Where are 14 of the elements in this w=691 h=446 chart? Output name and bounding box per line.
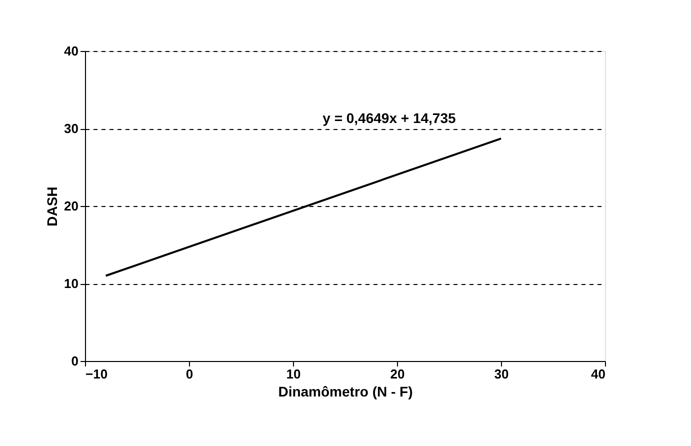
y-tick-label: 20: [64, 198, 78, 214]
y-tick-label: 30: [64, 121, 78, 136]
x-tick-label: 40: [591, 366, 606, 382]
annotation: y = 0,4649x + 14,735: [322, 110, 456, 126]
x-axis-title: Dinamômetro (N - F): [278, 384, 413, 400]
y-tick-label: 0: [71, 354, 78, 368]
x-tick-label: −10: [86, 366, 108, 382]
x-tick-label: 10: [286, 366, 301, 382]
x-tick-label: 30: [494, 366, 509, 382]
y-tick-label: 40: [64, 44, 78, 58]
y-axis-title: DASH: [44, 186, 60, 226]
x-tick-label: 0: [186, 366, 194, 382]
x-tick-label: 20: [390, 366, 405, 382]
y-tick-label: 10: [64, 276, 78, 291]
